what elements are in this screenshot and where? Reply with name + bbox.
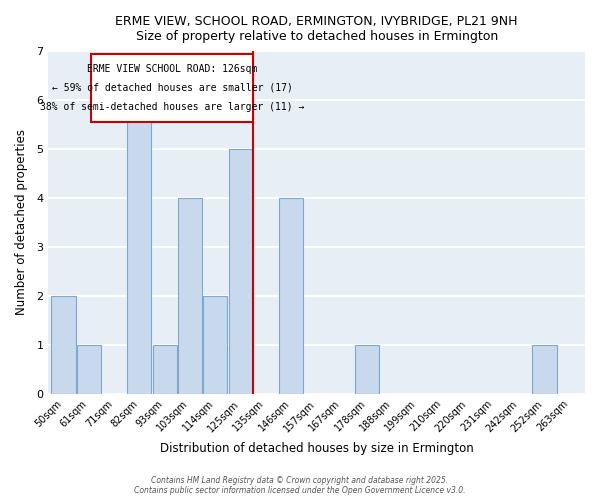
Text: ERME VIEW SCHOOL ROAD: 126sqm: ERME VIEW SCHOOL ROAD: 126sqm (87, 64, 257, 74)
Bar (229, 149, 253, 394)
FancyBboxPatch shape (91, 54, 253, 122)
Bar (203, 296, 227, 394)
Text: 38% of semi-detached houses are larger (11) →: 38% of semi-detached houses are larger (… (40, 102, 305, 112)
Bar (77, 345, 101, 394)
Text: ← 59% of detached houses are smaller (17): ← 59% of detached houses are smaller (17… (52, 83, 293, 93)
Bar (355, 345, 379, 394)
Bar (178, 198, 202, 394)
Bar (153, 345, 177, 394)
Bar (280, 198, 304, 394)
Bar (52, 296, 76, 394)
Bar (532, 345, 557, 394)
Text: Contains HM Land Registry data © Crown copyright and database right 2025.
Contai: Contains HM Land Registry data © Crown c… (134, 476, 466, 495)
Y-axis label: Number of detached properties: Number of detached properties (15, 130, 28, 316)
Bar (127, 100, 151, 394)
Title: ERME VIEW, SCHOOL ROAD, ERMINGTON, IVYBRIDGE, PL21 9NH
Size of property relative: ERME VIEW, SCHOOL ROAD, ERMINGTON, IVYBR… (115, 15, 518, 43)
X-axis label: Distribution of detached houses by size in Ermington: Distribution of detached houses by size … (160, 442, 473, 455)
